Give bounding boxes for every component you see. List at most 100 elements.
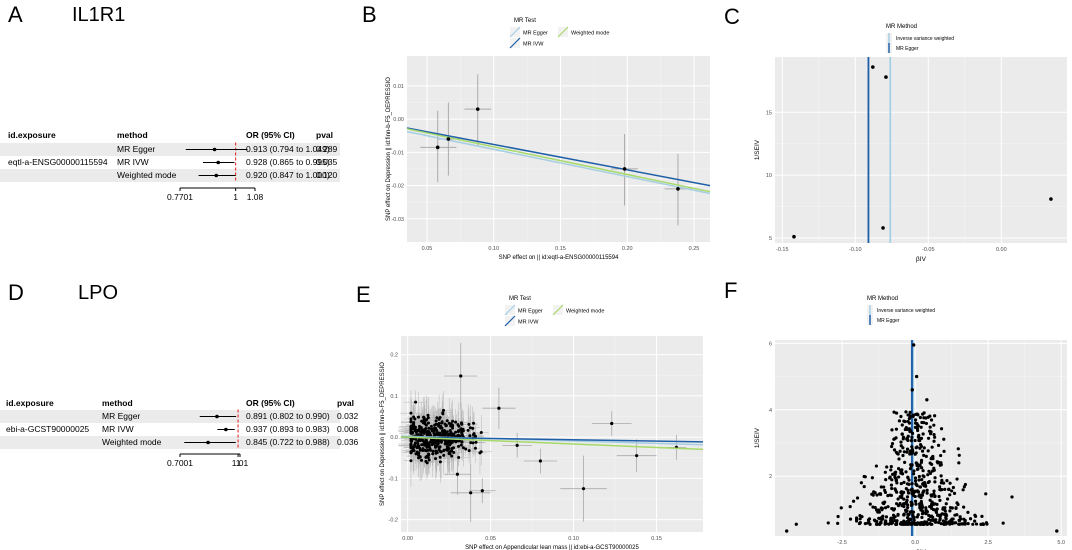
chart-f-funnel: -2.5 0.0 2.5 5.0 2 4 6 MR Method Inverse varianc… bbox=[754, 296, 1067, 550]
data-point bbox=[435, 416, 439, 420]
data-point bbox=[963, 520, 967, 524]
data-point bbox=[871, 493, 875, 497]
data-point bbox=[894, 450, 898, 454]
data-point bbox=[919, 495, 923, 500]
data-point bbox=[971, 522, 975, 526]
data-point bbox=[896, 497, 900, 501]
data-point bbox=[891, 516, 895, 520]
data-point bbox=[912, 343, 916, 347]
or-point bbox=[214, 173, 219, 178]
panel-letter-b: B bbox=[362, 2, 377, 27]
data-point bbox=[924, 421, 929, 426]
data-point bbox=[921, 474, 925, 478]
y-tick-label: -0.02 bbox=[391, 184, 404, 190]
data-point bbox=[938, 498, 942, 502]
data-point bbox=[905, 495, 910, 499]
data-point bbox=[926, 480, 930, 485]
data-point bbox=[928, 425, 932, 429]
data-point bbox=[879, 521, 883, 525]
data-point bbox=[1055, 529, 1059, 533]
data-point bbox=[886, 493, 890, 498]
x-tick-label: 0.00 bbox=[402, 536, 413, 542]
data-point bbox=[959, 517, 963, 521]
data-point bbox=[914, 502, 918, 506]
data-point bbox=[475, 107, 480, 111]
data-point bbox=[409, 424, 413, 428]
data-point bbox=[928, 498, 932, 502]
data-point bbox=[932, 508, 936, 512]
data-point bbox=[925, 522, 929, 526]
data-point bbox=[423, 422, 427, 426]
data-point bbox=[956, 502, 960, 507]
data-point bbox=[515, 443, 519, 447]
data-point bbox=[921, 469, 925, 473]
chart-c-funnel: -0.15 -0.10 -0.05 0.00 5 10 15 MR Method Inverse… bbox=[754, 24, 1067, 263]
data-point bbox=[451, 439, 455, 443]
data-point bbox=[409, 427, 413, 431]
data-point bbox=[885, 465, 889, 469]
y-tick-label: 5 bbox=[769, 236, 772, 242]
data-point bbox=[942, 437, 946, 441]
pval-cell: 0.289 bbox=[316, 144, 338, 154]
data-point bbox=[912, 472, 916, 476]
data-point bbox=[886, 505, 890, 509]
data-point bbox=[457, 456, 461, 460]
data-point bbox=[459, 427, 463, 431]
data-point bbox=[874, 464, 879, 468]
data-point bbox=[890, 478, 894, 482]
data-point bbox=[923, 520, 927, 524]
y-tick-label: -0.2 bbox=[389, 518, 398, 524]
data-point bbox=[900, 423, 904, 427]
data-point bbox=[921, 412, 925, 416]
data-point bbox=[421, 449, 425, 453]
forest-table-d: id.exposure method OR (95% CI) pval MR E… bbox=[0, 398, 358, 478]
data-point bbox=[905, 509, 909, 513]
data-point bbox=[459, 443, 463, 447]
data-point bbox=[906, 475, 910, 479]
data-point bbox=[440, 429, 444, 433]
data-point bbox=[961, 522, 965, 526]
data-point bbox=[854, 519, 859, 523]
data-point bbox=[914, 461, 918, 465]
data-point bbox=[836, 521, 840, 525]
data-point bbox=[445, 448, 449, 452]
data-point bbox=[420, 443, 424, 447]
or-cell: 0.913 (0.794 to 1.049) bbox=[246, 144, 330, 154]
data-point bbox=[901, 453, 905, 458]
data-point bbox=[905, 450, 909, 454]
data-point bbox=[932, 439, 936, 443]
data-point bbox=[442, 449, 446, 453]
data-point bbox=[902, 450, 906, 454]
data-point bbox=[894, 427, 899, 431]
data-point bbox=[581, 487, 586, 491]
data-point bbox=[980, 522, 984, 526]
data-point bbox=[890, 442, 895, 446]
data-point bbox=[894, 522, 898, 526]
method-cell: MR Egger bbox=[102, 411, 141, 421]
data-point bbox=[858, 514, 862, 518]
data-point bbox=[950, 489, 954, 493]
data-point bbox=[858, 517, 862, 521]
x-tick-label: -0.05 bbox=[922, 247, 935, 253]
data-point bbox=[939, 521, 943, 526]
panel-letter-c: C bbox=[724, 4, 740, 29]
data-point bbox=[906, 491, 911, 495]
data-point bbox=[450, 454, 454, 458]
data-point bbox=[411, 448, 415, 452]
x-tick-label: 0.25 bbox=[689, 246, 700, 252]
data-point bbox=[894, 488, 898, 492]
table-row: Weighted mode 0.845 (0.722 to 0.988) 0.0… bbox=[0, 436, 358, 449]
data-point bbox=[932, 489, 936, 493]
data-point bbox=[836, 514, 840, 519]
data-point bbox=[866, 518, 871, 522]
data-point bbox=[870, 476, 874, 480]
data-point bbox=[904, 486, 908, 491]
pval-cell: 0.035 bbox=[316, 157, 338, 167]
data-point bbox=[927, 469, 931, 473]
data-point bbox=[944, 517, 948, 521]
data-point bbox=[946, 521, 950, 525]
data-point bbox=[413, 427, 417, 431]
gene-title-il1r1: IL1R1 bbox=[72, 4, 126, 26]
x-tick-label: -2.5 bbox=[837, 540, 846, 546]
data-point bbox=[919, 425, 923, 429]
